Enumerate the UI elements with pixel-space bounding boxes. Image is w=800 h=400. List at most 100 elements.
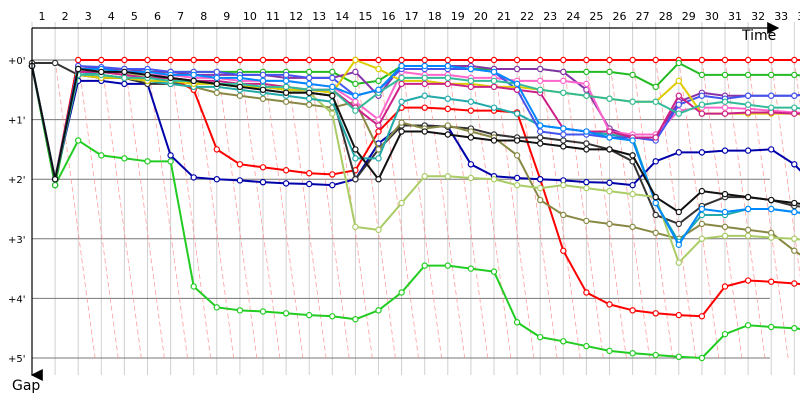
data-point: [652, 351, 659, 359]
data-point: [629, 190, 636, 198]
data-point: [352, 175, 359, 183]
data-point: [721, 104, 729, 111]
data-point: [467, 265, 475, 272]
data-point: [190, 283, 197, 290]
data-point: [467, 98, 475, 105]
data-point: [306, 101, 313, 108]
data-point: [652, 134, 659, 141]
data-point: [583, 289, 590, 296]
x-tick-label: 33: [774, 10, 788, 23]
projection-line: [124, 59, 165, 359]
data-point: [467, 161, 475, 168]
y-tick-label: +0': [8, 56, 26, 67]
data-point: [236, 92, 244, 99]
data-point: [375, 86, 382, 94]
data-point: [306, 170, 313, 177]
data-point: [444, 74, 451, 82]
data-point: [629, 56, 636, 64]
data-point: [398, 74, 405, 82]
projection-line: [378, 59, 419, 359]
data-point: [352, 68, 359, 76]
data-point: [744, 109, 752, 116]
x-tick-label: 20: [474, 10, 488, 23]
data-point: [698, 71, 706, 79]
data-point: [652, 193, 659, 201]
data-point: [537, 196, 544, 204]
data-point: [467, 134, 475, 141]
data-point: [467, 65, 475, 73]
data-point: [144, 56, 151, 64]
projection-line: [100, 59, 142, 359]
data-point: [652, 83, 659, 91]
data-point: [352, 155, 359, 162]
y-tick-label: +1': [8, 116, 26, 127]
data-point: [744, 232, 752, 240]
data-point: [744, 92, 752, 99]
data-point: [721, 98, 729, 105]
data-point: [768, 323, 775, 331]
data-point: [213, 74, 220, 82]
data-point: [675, 110, 683, 117]
data-point: [583, 342, 590, 350]
projection-line: [539, 59, 581, 359]
data-point: [490, 77, 498, 85]
data-point: [167, 74, 174, 82]
y-tick-label: +4': [8, 294, 26, 305]
data-point: [375, 307, 382, 314]
data-point: [560, 143, 567, 150]
data-point: [490, 83, 498, 91]
data-point: [398, 289, 405, 296]
projection-line: [262, 59, 304, 359]
data-point: [329, 83, 336, 91]
data-point: [121, 68, 128, 76]
data-point: [537, 122, 544, 129]
data-point: [791, 325, 798, 332]
data-point: [421, 62, 428, 70]
data-point: [768, 56, 775, 64]
projection-line: [54, 59, 96, 359]
data-point: [421, 56, 428, 64]
projection-line: [701, 59, 743, 359]
data-point: [583, 68, 590, 76]
data-point: [490, 56, 498, 64]
data-point: [675, 241, 683, 248]
x-tick-label: 3: [85, 10, 92, 23]
data-point: [306, 68, 313, 76]
data-point: [629, 71, 636, 79]
data-point: [675, 59, 683, 67]
data-point: [306, 74, 313, 82]
data-point: [629, 307, 636, 314]
data-point: [213, 146, 220, 153]
data-point: [513, 319, 521, 326]
data-point: [652, 158, 659, 165]
data-point: [791, 247, 798, 254]
data-point: [306, 89, 313, 96]
data-point: [698, 187, 706, 195]
data-point: [698, 211, 706, 219]
data-point: [560, 247, 567, 254]
data-point: [421, 128, 428, 135]
data-point: [721, 56, 729, 64]
data-point: [744, 101, 752, 108]
x-tick-label: 19: [451, 10, 465, 23]
data-point: [467, 174, 475, 182]
data-point: [282, 83, 290, 91]
data-point: [213, 89, 220, 96]
data-point: [490, 268, 498, 275]
data-point: [444, 131, 451, 138]
data-point: [167, 158, 174, 165]
projection-line: [170, 59, 211, 359]
data-point: [721, 283, 729, 290]
data-point: [144, 71, 151, 79]
data-point: [583, 140, 590, 147]
data-point: [721, 71, 729, 79]
data-point: [537, 128, 544, 135]
x-tick-label: 28: [659, 10, 673, 23]
data-point: [537, 184, 544, 192]
projection-line: [77, 59, 119, 359]
data-point: [675, 259, 683, 266]
x-tick-label: 10: [243, 10, 257, 23]
data-point: [259, 86, 267, 94]
projection-lines: [54, 59, 800, 359]
data-point: [768, 234, 775, 241]
